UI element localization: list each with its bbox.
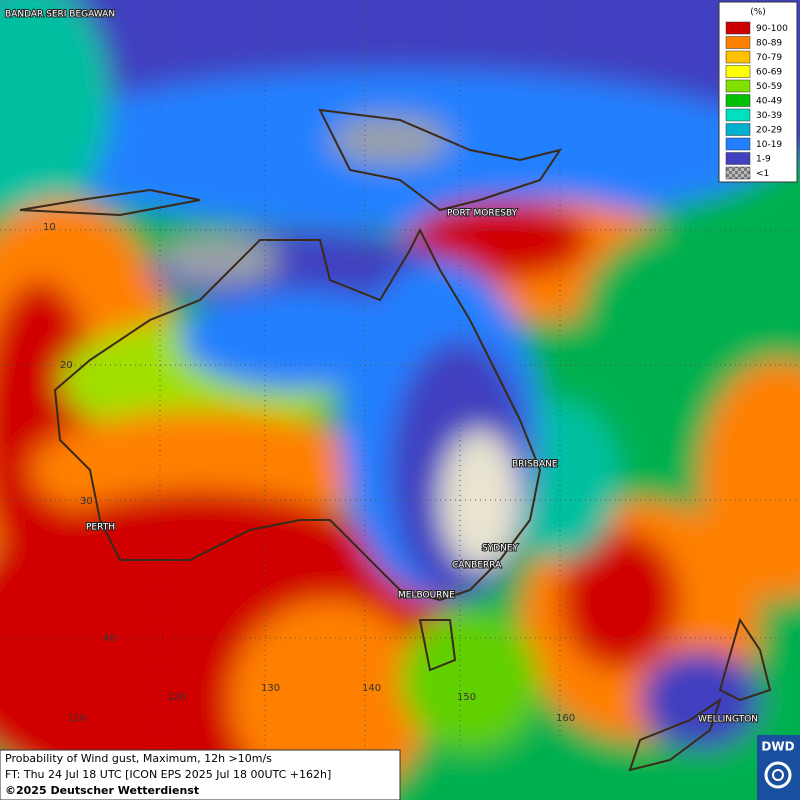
legend-label: 30-39 <box>756 111 782 121</box>
legend-label: 60-69 <box>756 68 782 78</box>
legend-items: 90-100 80-89 70-79 60-69 50-59 40-49 30-39 20-2… <box>725 21 788 180</box>
coastlines <box>19 108 772 772</box>
city-label: CANBERRA <box>452 561 502 571</box>
grid-label: 20 <box>60 360 73 371</box>
city-labels: BANDAR SERI BEGAWAN PORT MORESBY BRISBANE S… <box>4 9 759 726</box>
grid-label: 140 <box>362 683 381 694</box>
caption-line: ©2025 Deutscher Wetterdienst <box>5 784 199 797</box>
legend-label: 20-29 <box>756 126 782 136</box>
legend-label: 1-9 <box>756 155 771 165</box>
legend-swatch <box>725 123 751 136</box>
caption: Probability of Wind gust, Maximum, 12h >… <box>0 749 401 800</box>
grid-label: 30 <box>80 496 93 507</box>
city-label: MELBOURNE <box>398 591 455 601</box>
legend-label: 70-79 <box>756 53 782 63</box>
grid-label: 130 <box>261 683 280 694</box>
city-label: BRISBANE <box>512 460 558 470</box>
legend-swatch <box>725 50 751 64</box>
grid-label: 10 <box>43 222 56 233</box>
logo-text: DWD <box>761 740 794 754</box>
city-label: WELLINGTON <box>698 715 758 725</box>
caption-line: FT: Thu 24 Jul 18 UTC [ICON EPS 2025 Jul… <box>5 768 331 781</box>
legend-swatch <box>725 21 751 35</box>
city-label: PERTH <box>86 523 115 533</box>
legend-label: <1 <box>756 169 769 179</box>
logo: DWD <box>757 735 800 800</box>
grid-labels: 10 20 30 40 110 120 130 140 150 160 <box>43 222 575 724</box>
grid-label: 160 <box>556 713 575 724</box>
city-label: BANDAR SERI BEGAWAN <box>5 10 115 20</box>
legend-label: 10-19 <box>756 140 782 150</box>
graticule <box>0 0 800 750</box>
legend-swatch <box>725 152 751 165</box>
grid-label: 110 <box>67 713 86 724</box>
legend-label: 50-59 <box>756 82 782 92</box>
legend-swatch <box>725 166 751 180</box>
legend-swatch <box>725 79 751 93</box>
legend: (%) 90-100 80-89 70-79 60-69 50-59 40-49 30-39… <box>718 1 798 183</box>
city-label: SYDNEY <box>482 544 519 554</box>
legend-label: 90-100 <box>756 24 788 34</box>
caption-line: Probability of Wind gust, Maximum, 12h >… <box>5 752 272 765</box>
legend-label: 80-89 <box>756 39 782 49</box>
legend-swatch <box>725 108 751 122</box>
legend-label: 40-49 <box>756 97 782 107</box>
legend-swatch <box>725 36 751 49</box>
legend-swatch <box>725 65 751 78</box>
legend-swatch <box>725 94 751 107</box>
legend-swatch <box>725 137 751 151</box>
legend-title: (%) <box>750 8 766 18</box>
grid-label: 40 <box>103 633 116 644</box>
grid-label: 150 <box>457 692 476 703</box>
city-label: PORT MORESBY <box>447 209 518 219</box>
grid-label: 120 <box>167 692 186 703</box>
